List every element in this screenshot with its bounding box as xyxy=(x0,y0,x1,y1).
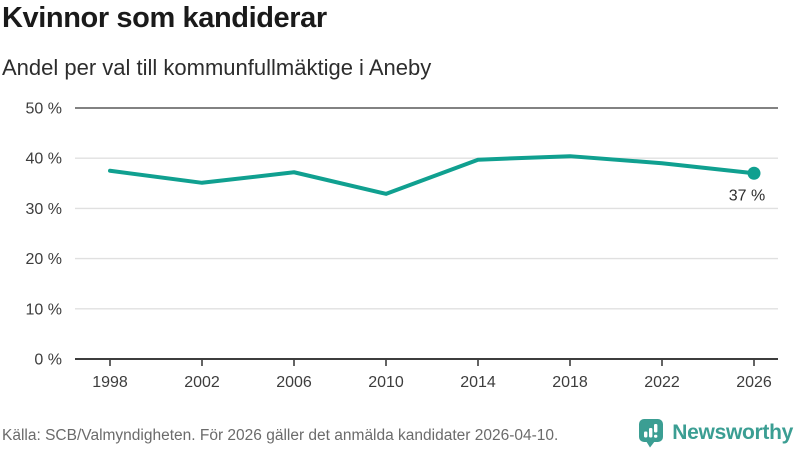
x-tick-label: 2014 xyxy=(460,374,496,391)
newsworthy-logo[interactable]: Newsworthy xyxy=(638,418,793,448)
chart-footer: Källa: SCB/Valmyndigheten. För 2026 gäll… xyxy=(0,416,800,450)
end-value-label: 37 % xyxy=(729,187,765,204)
x-tick-label: 2022 xyxy=(644,374,680,391)
y-tick-label: 10 % xyxy=(26,301,62,318)
line-chart: 0 % 10 % 20 % 30 % 40 % 50 % 1998 2002 2006 2010 2… xyxy=(26,101,778,391)
x-tick-label: 2026 xyxy=(736,374,772,391)
source-note: Källa: SCB/Valmyndigheten. För 2026 gäll… xyxy=(2,427,559,444)
x-tick-label: 2018 xyxy=(552,374,588,391)
chart-title: Kvinnor som kandiderar xyxy=(2,2,327,34)
x-tick-label: 2006 xyxy=(276,374,312,391)
data-line xyxy=(108,154,756,196)
newsworthy-wordmark: Newsworthy xyxy=(672,421,793,444)
x-tick-label: 2010 xyxy=(368,374,404,391)
newsworthy-bubble-barchart-icon xyxy=(639,419,664,448)
data-point-marker xyxy=(747,166,761,180)
y-tick-label: 20 % xyxy=(26,251,62,268)
chart-subtitle: Andel per val till kommunfullmäktige i A… xyxy=(2,55,432,80)
x-tick-label: 2002 xyxy=(184,374,220,391)
y-tick-label: 40 % xyxy=(26,151,62,168)
x-tick-label: 1998 xyxy=(92,374,128,391)
y-tick-label: 0 % xyxy=(34,352,62,369)
y-tick-label: 50 % xyxy=(26,101,62,118)
y-tick-label: 30 % xyxy=(26,201,62,218)
